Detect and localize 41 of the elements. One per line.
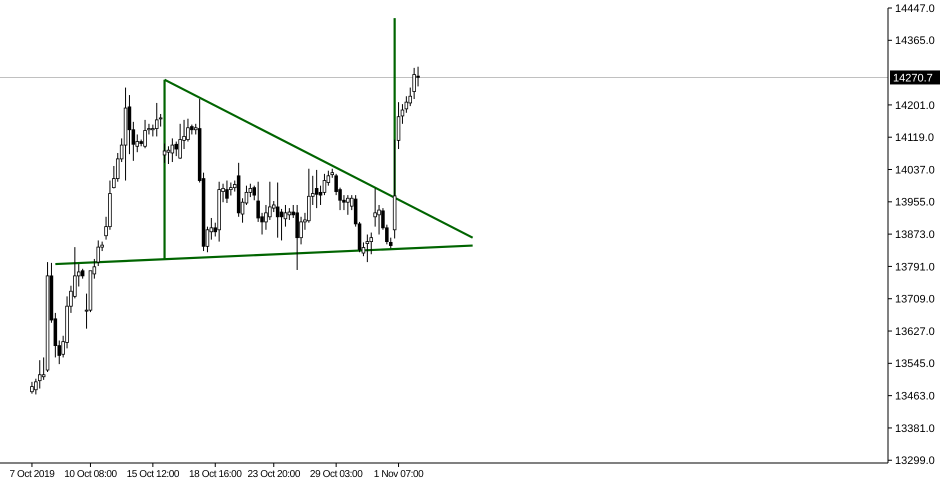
x-tick-label: 10 Oct 08:00 (64, 469, 118, 480)
y-tick-label: 14365.0 (895, 35, 935, 48)
y-tick-label: 13545.0 (895, 358, 935, 370)
y-tick-label: 13709.0 (895, 294, 935, 306)
candlestick (280, 208, 284, 241)
y-tick-label: 13381.0 (895, 422, 935, 435)
x-tick-label: 15 Oct 12:00 (126, 469, 180, 480)
ref-line-label: 14270.7 (893, 72, 933, 84)
candlestick (42, 356, 46, 380)
y-tick-label: 13627.0 (895, 326, 935, 338)
candlestick (314, 169, 318, 209)
y-tick-label: 13463.0 (895, 390, 935, 402)
y-tick-label: 14201.0 (895, 100, 935, 112)
candlestick (170, 138, 174, 163)
candlestick (178, 123, 182, 160)
y-tick-label: 14447.0 (895, 2, 935, 15)
candlestick (299, 216, 303, 245)
candlestick (346, 194, 350, 216)
y-tick-label: 13299.0 (895, 455, 935, 468)
y-tick-label: 13955.0 (895, 196, 935, 209)
candlestick (366, 234, 370, 263)
candlestick (264, 204, 268, 230)
candlestick (162, 143, 166, 164)
candlestick (143, 119, 147, 149)
candlestick (154, 102, 159, 137)
x-tick-label: 18 Oct 16:00 (189, 469, 242, 480)
candlestick (396, 102, 400, 150)
y-tick-label: 13791.0 (895, 261, 935, 274)
candlestick (225, 180, 229, 204)
y-tick-label: 13873.0 (895, 228, 935, 241)
candlestick (377, 204, 381, 236)
candlestick (276, 182, 280, 238)
candlestick (34, 378, 38, 395)
y-tick-label: 14037.0 (895, 164, 935, 176)
x-tick-label: 29 Oct 03:00 (310, 469, 364, 480)
candlestick (166, 146, 170, 164)
y-tick-label: 14119.0 (895, 132, 934, 144)
candlestick (30, 381, 34, 394)
x-tick-label: 1 Nov 07:00 (374, 469, 424, 480)
x-tick-label: 23 Oct 20:00 (248, 469, 301, 480)
x-tick-label: 7 Oct 2019 (9, 469, 56, 480)
